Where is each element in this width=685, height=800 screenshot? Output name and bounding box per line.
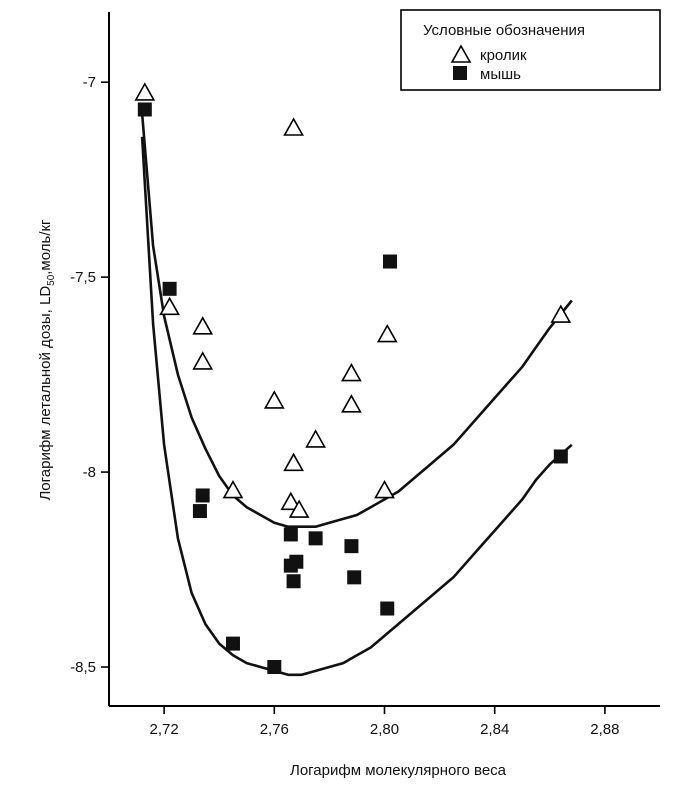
- rabbit-point: [159, 296, 180, 316]
- y-axis-title-sub: 50: [46, 274, 57, 286]
- fit-curve-mouse: [140, 136, 573, 677]
- rabbit-point: [288, 499, 310, 518]
- x-tick-label: 2,84: [480, 721, 509, 738]
- y-tick-label: -7,5: [70, 269, 96, 286]
- mouse-point: [225, 636, 240, 651]
- rabbit-point: [374, 479, 395, 499]
- rabbit-point: [192, 351, 214, 370]
- legend-square-icon: [453, 66, 467, 80]
- mouse-point: [162, 281, 177, 296]
- rabbit-point: [305, 429, 326, 448]
- rabbit-point: [341, 362, 362, 382]
- x-axis-title: Логарифм молекулярного веса: [290, 762, 507, 779]
- y-ticks: -7 -7,5 -8 -8,5: [70, 74, 109, 676]
- rabbit-point: [280, 491, 302, 511]
- legend-box: [400, 9, 661, 91]
- mouse-point: [347, 570, 362, 585]
- data-points: [134, 82, 572, 675]
- mouse-point: [267, 660, 282, 675]
- rabbit-point: [283, 452, 304, 472]
- fit-curve-rabbit: [140, 113, 573, 528]
- rabbit-point: [376, 323, 398, 343]
- y-axis-title: Логарифм летальной дозы, LD50,моль/кг: [37, 219, 57, 501]
- rabbit-point: [222, 479, 244, 499]
- mouse-point: [192, 504, 207, 519]
- mouse-point: [286, 574, 301, 589]
- legend: Условные обозначения кролик мышь: [400, 9, 661, 91]
- x-tick-label: 2,88: [590, 721, 619, 738]
- mouse-point: [344, 539, 359, 554]
- rabbit-point: [550, 304, 572, 323]
- y-axis-title-tail: ,моль/кг: [37, 219, 54, 275]
- x-ticks: 2,72 2,76 2,80 2,84 2,88: [149, 706, 620, 738]
- mouse-point: [137, 102, 152, 117]
- mouse-point: [289, 554, 304, 569]
- mouse-point: [553, 449, 568, 464]
- y-axis-title-main: Логарифм летальной дозы, LD: [37, 286, 54, 501]
- y-tick-label: -8: [83, 464, 96, 481]
- mouse-point: [380, 601, 395, 616]
- legend-label-mouse: мышь: [480, 66, 521, 83]
- rabbit-point: [134, 82, 156, 101]
- legend-triangle-icon: [450, 44, 472, 63]
- rabbit-point: [283, 117, 304, 136]
- rabbit-point: [192, 316, 214, 335]
- x-tick-label: 2,76: [260, 721, 289, 738]
- rabbit-point: [341, 394, 362, 413]
- mouse-point: [308, 531, 323, 546]
- x-tick-label: 2,80: [370, 721, 399, 738]
- legend-title: Условные обозначения: [423, 22, 585, 39]
- mouse-point: [283, 527, 298, 542]
- fit-curves: [140, 113, 573, 677]
- legend-label-rabbit: кролик: [480, 47, 527, 64]
- y-tick-label: -7: [83, 74, 96, 91]
- y-tick-label: -8,5: [70, 659, 96, 676]
- rabbit-point: [263, 390, 285, 409]
- mouse-point: [195, 488, 210, 503]
- x-tick-label: 2,72: [149, 721, 178, 738]
- mouse-point: [383, 254, 398, 269]
